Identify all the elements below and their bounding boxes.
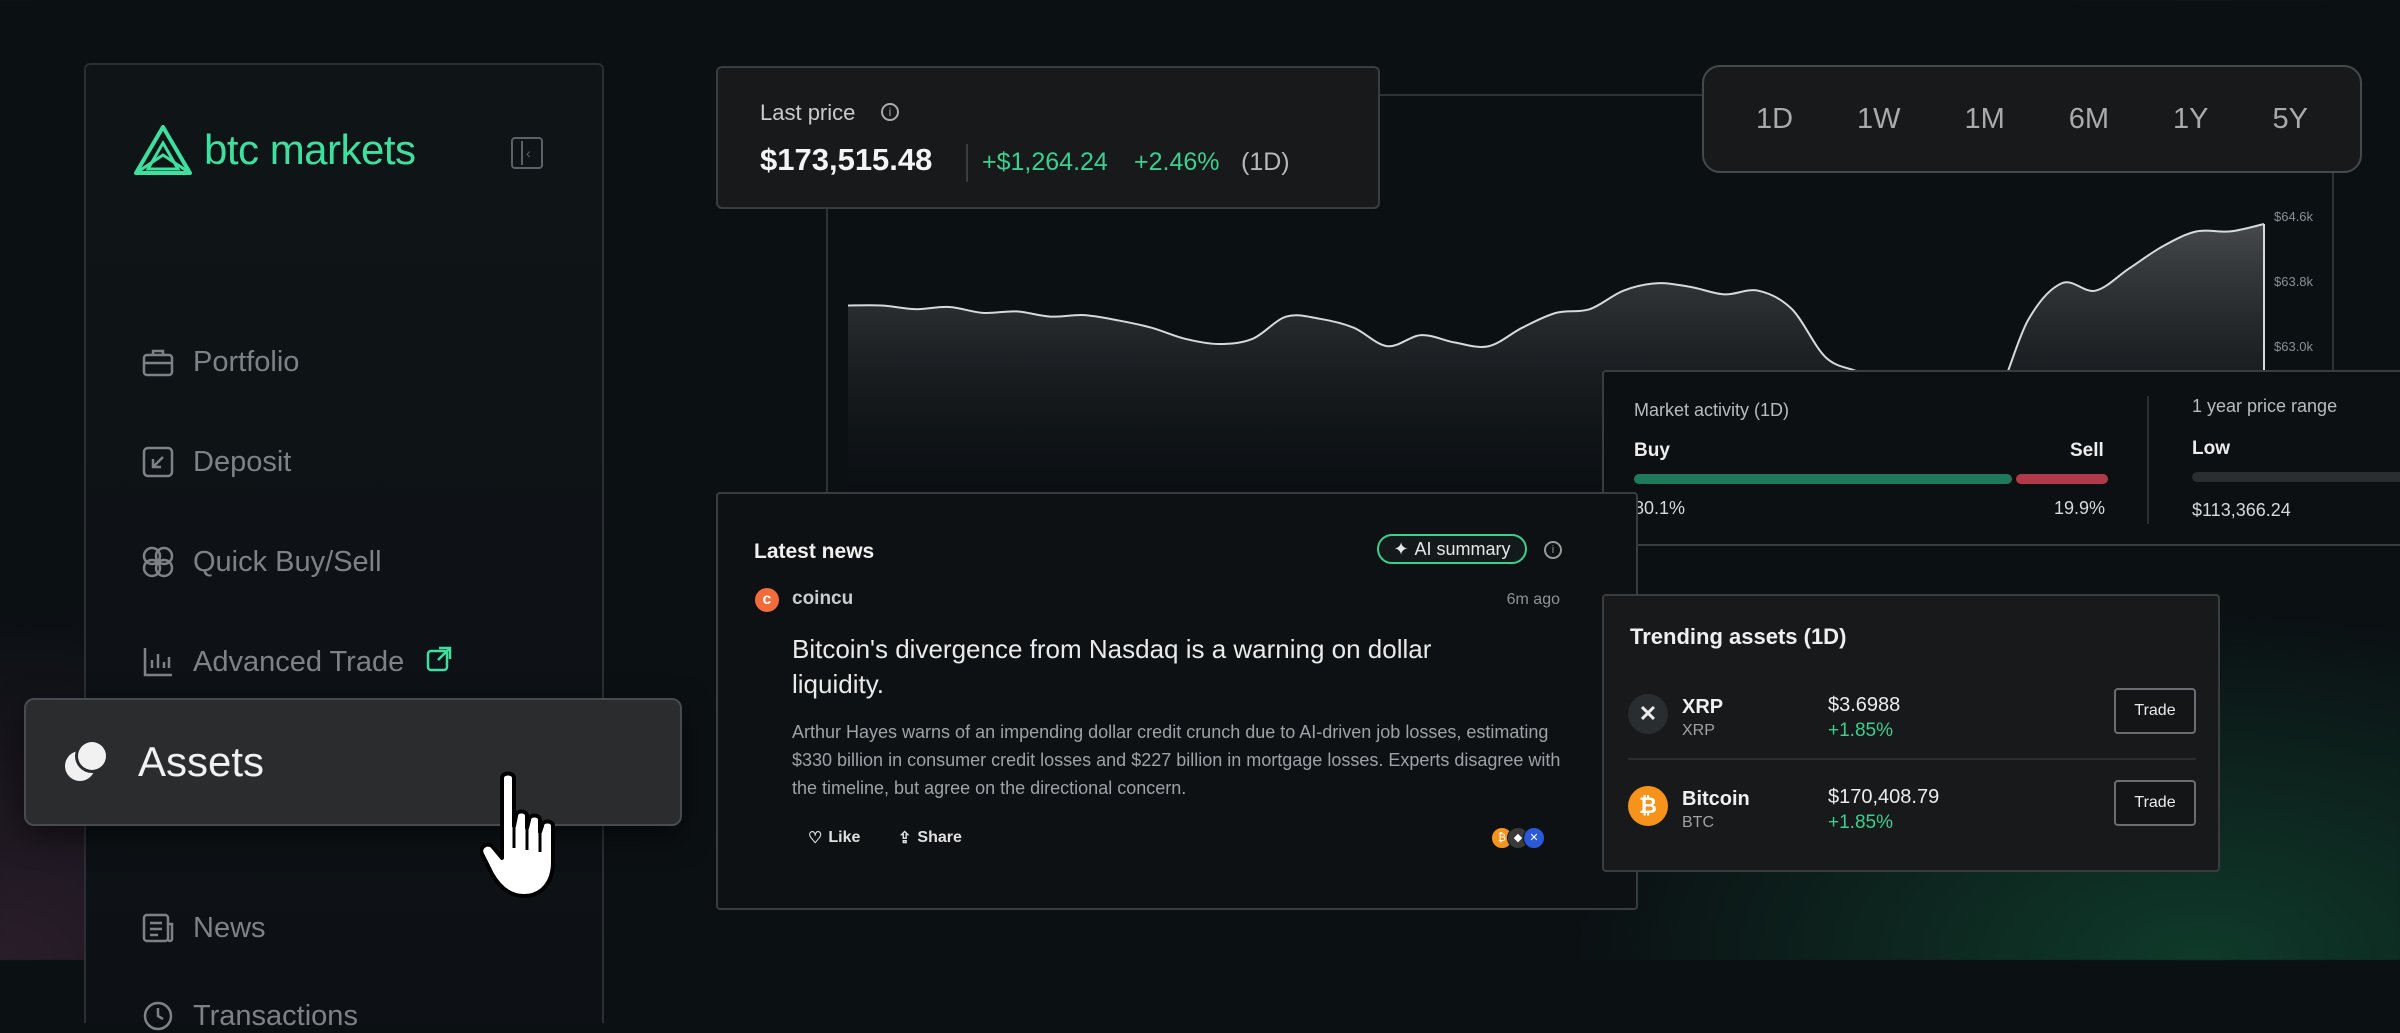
y-tick-label: $63.8k bbox=[2274, 274, 2314, 289]
external-link-icon bbox=[426, 646, 452, 679]
ai-summary-label: AI summary bbox=[1414, 538, 1511, 559]
sidebar-item-label: Transactions bbox=[193, 999, 358, 1032]
timeframe-1w[interactable]: 1W bbox=[1857, 102, 1901, 135]
sell-bar-fill bbox=[2016, 474, 2108, 484]
news-summary: Arthur Hayes warns of an impending dolla… bbox=[792, 722, 1561, 798]
ai-summary-button[interactable]: ✦ AI summary bbox=[1377, 534, 1527, 564]
trade-button[interactable]: Trade bbox=[2114, 688, 2196, 734]
y-tick-label: $64.6k bbox=[2274, 209, 2314, 224]
sidebar-item-portfolio[interactable]: Portfolio bbox=[141, 345, 299, 379]
last-price-label: Last price bbox=[760, 100, 856, 125]
trending-title: Trending assets (1D) bbox=[1630, 624, 1847, 649]
share-label: Share bbox=[917, 829, 962, 846]
news-time: 6m ago bbox=[1506, 591, 1560, 608]
asset-change: +1.85% bbox=[1828, 720, 1893, 741]
info-icon[interactable]: i bbox=[881, 103, 899, 121]
trending-assets-card: Trending assets (1D) ✕ XRP XRP $3.6988 +… bbox=[1602, 594, 2220, 872]
asset-symbol: XRP bbox=[1682, 722, 1715, 739]
share-icon: ⇪ bbox=[898, 830, 912, 847]
asset-price: $170,408.79 bbox=[1828, 786, 1940, 808]
news-headline[interactable]: Bitcoin's divergence from Nasdaq is a wa… bbox=[792, 634, 1432, 699]
price-change-percent: +2.46% bbox=[1134, 148, 1220, 176]
news-title: Latest news bbox=[754, 540, 875, 563]
market-activity-title: Market activity (1D) bbox=[1634, 400, 1790, 420]
price-chart-frame bbox=[826, 94, 2334, 514]
sidebar-item-label: Assets bbox=[138, 738, 265, 785]
buy-sell-bar bbox=[1634, 474, 2108, 484]
trending-row[interactable]: ✕ XRP XRP $3.6988 +1.85% Trade bbox=[1628, 676, 2196, 766]
y-tick-label: $63.0k bbox=[2274, 339, 2314, 354]
timeframe-1m[interactable]: 1M bbox=[1964, 102, 2005, 135]
sidebar-item-deposit[interactable]: Deposit bbox=[141, 445, 291, 479]
info-icon[interactable]: i bbox=[1544, 541, 1562, 559]
asset-symbol: BTC bbox=[1682, 814, 1714, 831]
buy-label: Buy bbox=[1634, 440, 1670, 461]
timeframe-1y[interactable]: 1Y bbox=[2173, 102, 2209, 135]
brand-logo[interactable]: btc markets bbox=[134, 125, 416, 175]
timeframe-selector: 1D 1W 1M 6M 1Y 5Y bbox=[1702, 65, 2362, 173]
last-price-card: Last price i $173,515.48 +$1,264.24 +2.4… bbox=[716, 66, 1380, 209]
asset-name: Bitcoin bbox=[1682, 788, 1750, 810]
timeframe-5y[interactable]: 5Y bbox=[2272, 102, 2308, 135]
divider bbox=[1628, 758, 2196, 760]
sidebar-item-assets[interactable]: Assets bbox=[24, 698, 682, 826]
related-coins: ₿ ◆ ✕ bbox=[1491, 827, 1545, 849]
last-price-value: $173,515.48 bbox=[760, 142, 933, 177]
timeframe-1d[interactable]: 1D bbox=[1755, 102, 1794, 135]
low-label: Low bbox=[2192, 438, 2230, 459]
news-source[interactable]: coincu bbox=[792, 588, 854, 609]
sidebar-item-label: Deposit bbox=[193, 445, 292, 478]
sidebar-item-label: News bbox=[193, 911, 266, 944]
sell-label: Sell bbox=[2070, 440, 2104, 461]
like-label: Like bbox=[828, 829, 861, 846]
briefcase-icon bbox=[141, 345, 175, 379]
chart-bars-icon bbox=[141, 645, 175, 679]
price-change: +$1,264.24 bbox=[982, 148, 1108, 176]
like-button[interactable]: ♡ Like bbox=[808, 828, 860, 848]
buy-percent: 80.1% bbox=[1634, 498, 1686, 518]
coincu-source-icon: c bbox=[755, 588, 779, 612]
coins-icon bbox=[141, 545, 175, 579]
trade-button[interactable]: Trade bbox=[2114, 780, 2196, 826]
bitcoin-icon: ₿ bbox=[1628, 786, 1668, 826]
sidebar-item-label: Advanced Trade bbox=[193, 645, 405, 678]
price-range-title: 1 year price range bbox=[2192, 396, 2338, 416]
heart-icon: ♡ bbox=[808, 830, 823, 847]
brand-name: btc markets bbox=[204, 126, 416, 173]
deposit-arrow-icon bbox=[141, 445, 175, 479]
sidebar: btc markets ‹ Portfolio Deposit Quick Bu… bbox=[84, 63, 604, 1032]
btc-markets-logo-icon bbox=[134, 125, 192, 175]
market-activity-card: Market activity (1D) Buy Sell 80.1% 19.9… bbox=[1602, 370, 2400, 546]
clock-icon bbox=[141, 999, 175, 1033]
sidebar-item-transactions[interactable]: Transactions bbox=[141, 999, 358, 1033]
sparkle-icon: ✦ bbox=[1393, 538, 1409, 559]
latest-news-card: Latest news ✦ AI summary i c coincu 6m a… bbox=[716, 492, 1638, 910]
newspaper-icon bbox=[141, 911, 175, 945]
xrp-icon: ✕ bbox=[1628, 694, 1668, 734]
sidebar-item-advanced-trade[interactable]: Advanced Trade bbox=[141, 645, 452, 679]
share-button[interactable]: ⇪ Share bbox=[898, 828, 962, 848]
price-range-bar bbox=[2192, 472, 2400, 482]
hand-pointer-cursor-icon bbox=[479, 770, 590, 910]
trending-row[interactable]: ₿ Bitcoin BTC $170,408.79 +1.85% Trade bbox=[1628, 768, 2196, 858]
low-value: $113,366.24 bbox=[2192, 500, 2291, 520]
divider bbox=[2147, 396, 2149, 524]
sell-percent: 19.9% bbox=[2054, 498, 2106, 518]
price-change-period: (1D) bbox=[1241, 148, 1290, 176]
sidebar-item-news[interactable]: News bbox=[141, 911, 266, 945]
assets-icon bbox=[62, 734, 114, 791]
asset-change: +1.85% bbox=[1828, 812, 1893, 833]
buy-bar-fill bbox=[1634, 474, 2012, 484]
sidebar-item-quick-buy-sell[interactable]: Quick Buy/Sell bbox=[141, 545, 382, 579]
sidebar-item-label: Portfolio bbox=[193, 345, 300, 378]
xrp-icon: ✕ bbox=[1523, 827, 1545, 849]
timeframe-6m[interactable]: 6M bbox=[2068, 102, 2110, 135]
price-line bbox=[847, 223, 2265, 418]
sidebar-item-label: Quick Buy/Sell bbox=[193, 545, 382, 578]
chevron-left-icon: ‹ bbox=[526, 145, 531, 161]
asset-price: $3.6988 bbox=[1828, 694, 1901, 716]
collapse-sidebar-button[interactable]: ‹ bbox=[511, 137, 543, 169]
divider bbox=[966, 144, 968, 182]
asset-name: XRP bbox=[1682, 696, 1724, 718]
